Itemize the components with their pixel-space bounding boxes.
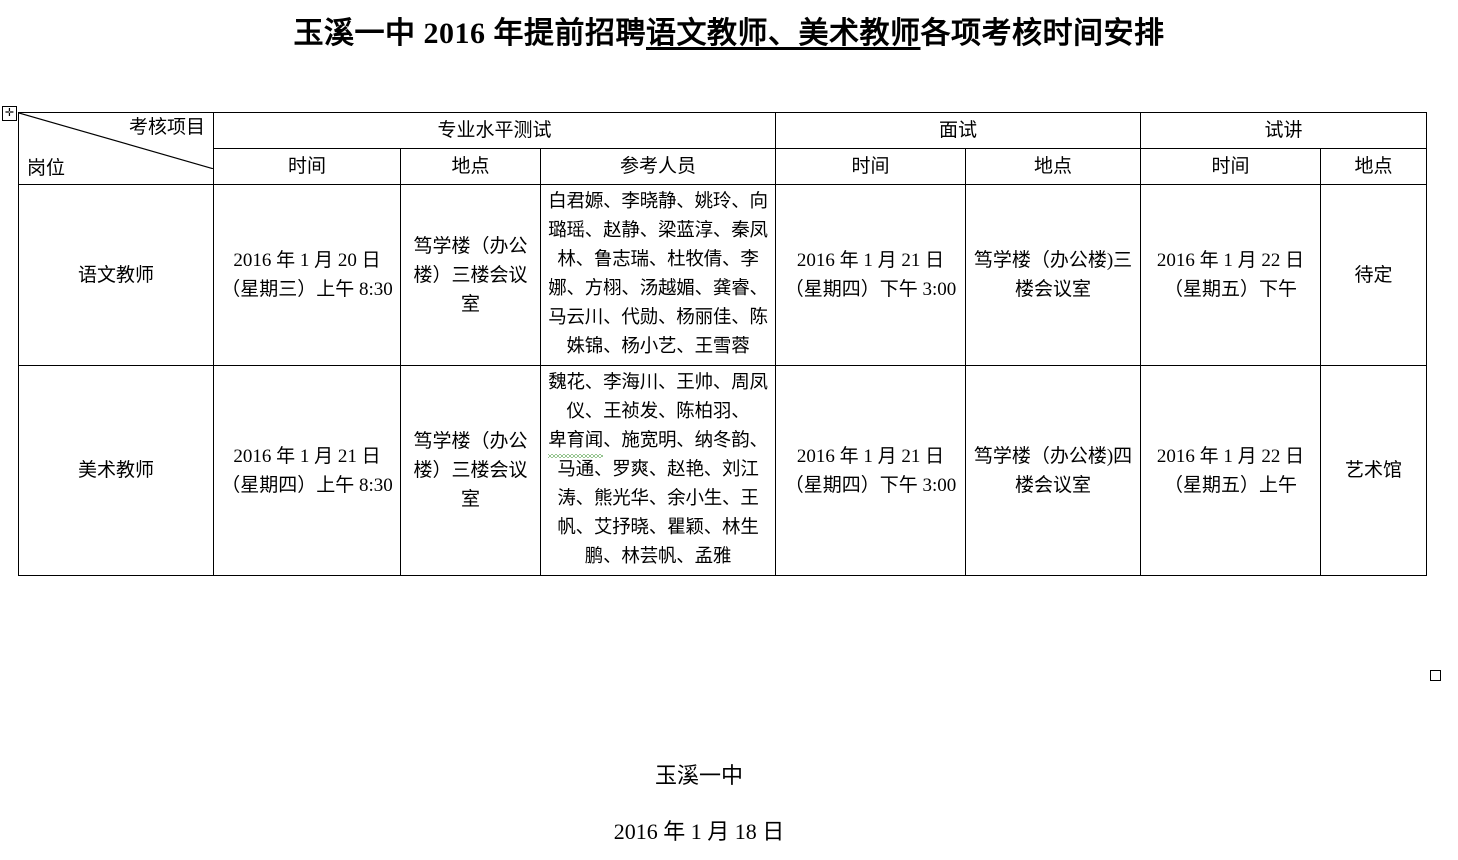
- table-move-handle-icon[interactable]: ✛: [2, 106, 17, 121]
- table-header-row-subs: 时间 地点 参考人员 时间 地点 时间 地点: [19, 148, 1428, 185]
- table-row: 语文教师 2016 年 1 月 20 日（星期三）上午 8:30 笃学楼（办公楼…: [18, 184, 1428, 366]
- header-corner-position-label: 岗位: [27, 158, 66, 179]
- candidates-text-part1: 魏花、李海川、王帅、周凤仪、王祯发、陈柏羽、: [548, 373, 768, 422]
- page-title-part-after: 各项考核时间安排: [920, 17, 1165, 50]
- candidates-text-part2: 、施宽明、纳冬韵、马通、罗爽、赵艳、刘江涛、熊光华、余小生、王帆、艾抒晓、瞿颖、…: [557, 431, 768, 567]
- cell-lecture-time: 2016 年 1 月 22 日（星期五）下午: [1140, 184, 1322, 366]
- cell-written-time: 2016 年 1 月 21 日（星期四）上午 8:30: [213, 365, 401, 576]
- cell-interview-place: 笃学楼（办公楼)三楼会议室: [965, 184, 1142, 366]
- cell-interview-time: 2016 年 1 月 21 日（星期四）下午 3:00: [775, 184, 967, 366]
- footer-date: 2016 年 1 月 18 日: [613, 819, 785, 844]
- header-written-place: 地点: [400, 148, 541, 185]
- header-group-interview: 面试: [775, 112, 1142, 149]
- header-interview-time: 时间: [775, 148, 967, 185]
- cell-written-place: 笃学楼（办公楼）三楼会议室: [400, 184, 541, 366]
- document-footer: 玉溪一中 2016 年 1 月 18 日: [0, 748, 1458, 860]
- schedule-table: 考核项目 岗位 专业水平测试 面试 试讲 时间 地点 参考人员 时间 地点 时间…: [18, 112, 1428, 576]
- header-lecture-time: 时间: [1140, 148, 1322, 185]
- table-resize-handle-icon[interactable]: [1430, 670, 1441, 681]
- footer-organization: 玉溪一中: [654, 763, 743, 788]
- page-title-part-underlined: 语文教师、美术教师: [646, 17, 921, 50]
- header-group-lecture: 试讲: [1140, 112, 1428, 149]
- cell-lecture-place: 艺术馆: [1320, 365, 1428, 576]
- table-header-row-groups: 考核项目 岗位 专业水平测试 面试 试讲: [18, 112, 1428, 185]
- page-title: 玉溪一中 2016 年提前招聘语文教师、美术教师各项考核时间安排: [0, 0, 1458, 54]
- schedule-table-wrapper: 考核项目 岗位 专业水平测试 面试 试讲 时间 地点 参考人员 时间 地点 时间…: [18, 112, 1428, 576]
- header-group-written-test: 专业水平测试: [212, 112, 777, 149]
- cell-candidates: 白君嫄、李晓静、姚玲、向璐瑶、赵静、梁蓝淳、秦凤林、鲁志瑞、杜牧倩、李娜、方栩、…: [539, 184, 777, 366]
- cell-written-place: 笃学楼（办公楼）三楼会议室: [400, 365, 541, 576]
- cell-written-time: 2016 年 1 月 20 日（星期三）上午 8:30: [213, 184, 401, 366]
- cell-lecture-time: 2016 年 1 月 22 日（星期五）上午: [1140, 365, 1322, 576]
- header-interview-place: 地点: [965, 148, 1142, 185]
- cell-interview-place: 笃学楼（办公楼)四楼会议室: [965, 365, 1142, 576]
- candidates-grammar-flagged-name: 卑育闻: [548, 427, 603, 458]
- page-title-part-before: 玉溪一中 2016 年提前招聘: [293, 17, 646, 50]
- cell-candidates: 魏花、李海川、王帅、周凤仪、王祯发、陈柏羽、卑育闻、施宽明、纳冬韵、马通、罗爽、…: [539, 365, 777, 576]
- cell-position: 语文教师: [18, 184, 214, 366]
- cell-position: 美术教师: [18, 365, 214, 576]
- header-candidates: 参考人员: [539, 148, 777, 185]
- cell-interview-time: 2016 年 1 月 21 日（星期四）下午 3:00: [775, 365, 967, 576]
- header-written-time: 时间: [213, 148, 401, 185]
- header-corner-cell: 考核项目 岗位: [18, 112, 214, 185]
- header-lecture-place: 地点: [1320, 148, 1428, 185]
- header-corner-category-label: 考核项目: [128, 117, 205, 138]
- table-row: 美术教师 2016 年 1 月 21 日（星期四）上午 8:30 笃学楼（办公楼…: [18, 365, 1428, 576]
- cell-lecture-place: 待定: [1320, 184, 1428, 366]
